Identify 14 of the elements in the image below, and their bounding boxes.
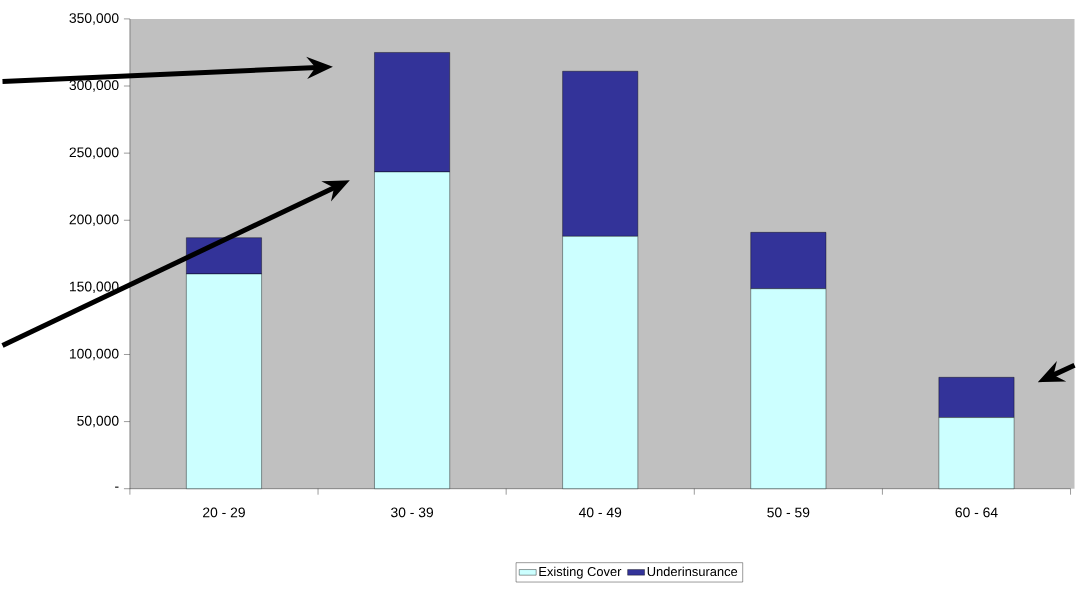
y-tick-label: 200,000	[69, 214, 119, 226]
x-tick-label: 30 - 39	[391, 507, 434, 518]
y-tick-label: 300,000	[69, 80, 119, 92]
x-tick-label: 60 - 64	[955, 507, 998, 518]
legend-label: Underinsurance	[647, 566, 738, 577]
y-tick-label: -	[115, 486, 119, 488]
y-tick-label: 250,000	[69, 147, 119, 159]
legend-label: Existing Cover	[539, 566, 622, 579]
x-tick-label: 50 - 59	[767, 507, 810, 518]
x-tick-label: 40 - 49	[578, 507, 622, 518]
y-tick-label: 50,000	[77, 415, 119, 428]
x-tick-label: 20 - 29	[203, 507, 245, 518]
y-tick-label: 100,000	[69, 348, 119, 361]
y-tick-label: 350,000	[69, 13, 119, 25]
